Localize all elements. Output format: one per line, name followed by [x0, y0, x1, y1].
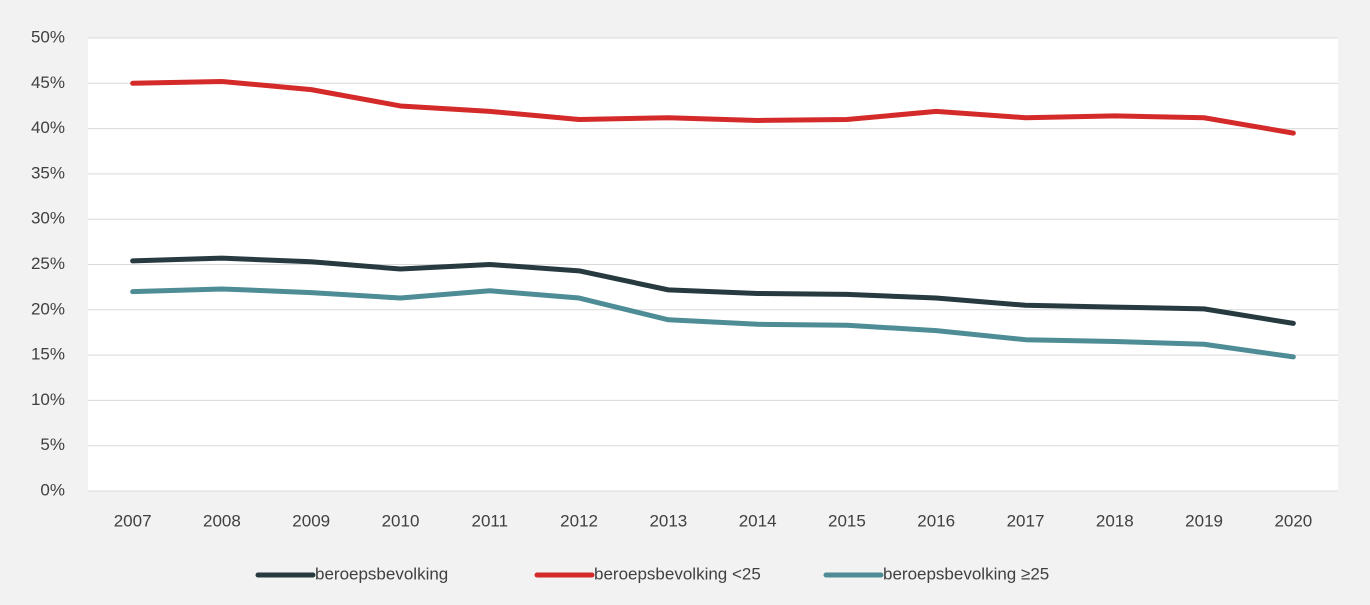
- legend-label: beroepsbevolking ≥25: [883, 564, 1049, 583]
- x-tick-label: 2016: [917, 511, 955, 530]
- x-tick-label: 2010: [382, 511, 420, 530]
- x-tick-label: 2008: [203, 511, 241, 530]
- data-line: [130, 286, 1296, 360]
- x-tick-label: 2012: [560, 511, 598, 530]
- x-tick-label: 2009: [292, 511, 330, 530]
- y-tick-label: 10%: [31, 390, 65, 409]
- x-tick-label: 2015: [828, 511, 866, 530]
- x-tick-label: 2013: [649, 511, 687, 530]
- data-line: [130, 78, 1296, 136]
- x-tick-label: 2014: [739, 511, 777, 530]
- data-line: [130, 255, 1296, 326]
- y-tick-label: 30%: [31, 209, 65, 228]
- x-tick-label: 2018: [1096, 511, 1134, 530]
- y-tick-label: 25%: [31, 254, 65, 273]
- legend-label: beroepsbevolking: [315, 564, 448, 583]
- legend-label: beroepsbevolking <25: [594, 564, 761, 583]
- y-tick-label: 35%: [31, 163, 65, 182]
- y-tick-label: 40%: [31, 118, 65, 137]
- x-tick-label: 2017: [1007, 511, 1045, 530]
- x-tick-label: 2020: [1274, 511, 1312, 530]
- y-tick-label: 0%: [40, 480, 65, 499]
- x-tick-label: 2011: [472, 511, 509, 530]
- x-tick-label: 2007: [114, 511, 152, 530]
- x-tick-label: 2019: [1185, 511, 1223, 530]
- y-tick-label: 20%: [31, 299, 65, 318]
- y-tick-label: 50%: [31, 27, 65, 46]
- y-tick-label: 5%: [40, 435, 65, 454]
- y-tick-label: 15%: [31, 345, 65, 364]
- y-tick-label: 45%: [31, 73, 65, 92]
